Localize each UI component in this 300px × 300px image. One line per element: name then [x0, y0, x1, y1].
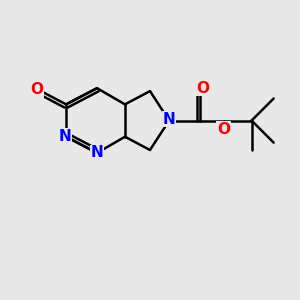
Text: O: O — [196, 81, 209, 96]
Text: O: O — [217, 122, 230, 137]
Text: N: N — [91, 146, 103, 160]
Text: N: N — [58, 129, 71, 144]
Text: N: N — [163, 112, 175, 127]
Text: O: O — [30, 82, 43, 97]
